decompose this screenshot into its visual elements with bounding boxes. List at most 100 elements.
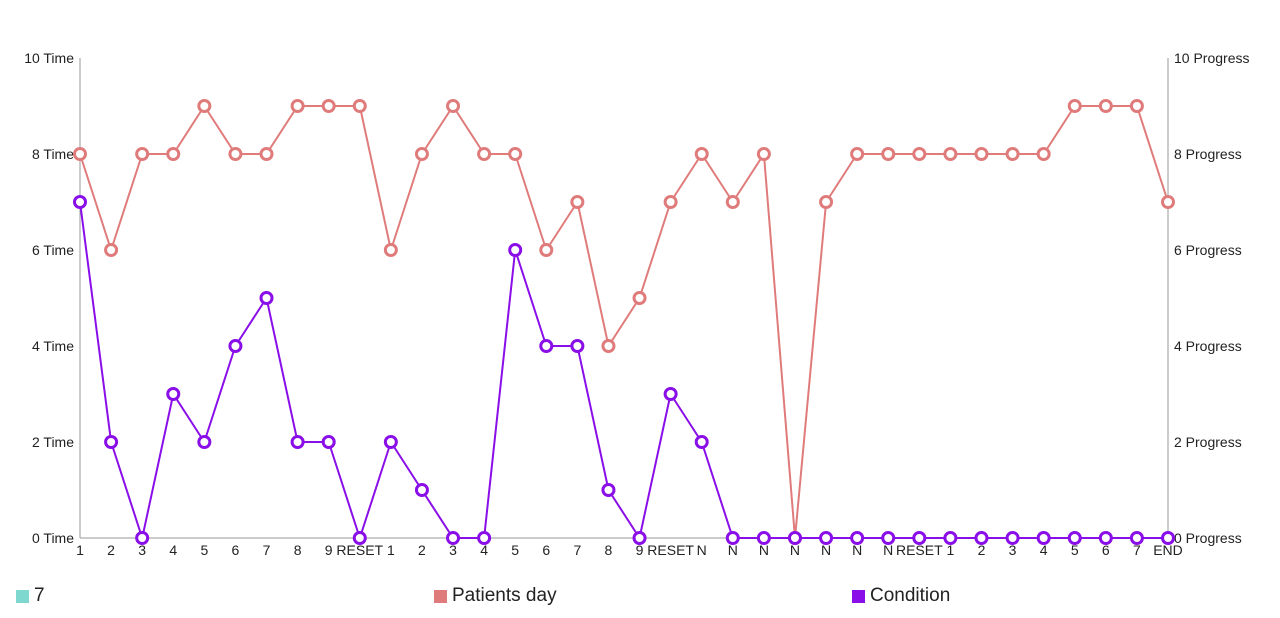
data-point-patients-day — [1161, 195, 1175, 209]
x-tick-label: END — [1153, 542, 1183, 558]
right-tick-label: 6 Progress — [1174, 242, 1242, 258]
x-tick-label: 8 — [605, 542, 613, 558]
data-point-patients-day — [974, 147, 989, 161]
series-line-patients-day — [79, 105, 1169, 539]
data-point-patients-day — [321, 99, 336, 113]
data-point-patients-day — [570, 195, 585, 209]
x-tick-label: 1 — [947, 542, 955, 558]
x-tick-label: 6 — [232, 542, 240, 558]
data-point-condition — [850, 531, 865, 545]
x-tick-label: 2 — [107, 542, 115, 558]
data-point-condition — [819, 531, 834, 545]
data-point-patients-day — [539, 243, 554, 257]
data-point-condition — [321, 435, 336, 449]
data-point-patients-day — [166, 147, 181, 161]
x-tick-label: RESET — [336, 542, 383, 558]
left-tick-label: 2 Time — [32, 434, 74, 450]
data-point-patients-day — [73, 147, 87, 161]
data-point-condition — [477, 531, 492, 545]
legend-swatch-condition — [852, 589, 865, 603]
right-tick-label: 10 Progress — [1174, 50, 1249, 66]
data-point-condition — [974, 531, 989, 545]
legend-label-extra: 7 — [34, 585, 45, 606]
data-point-patients-day — [881, 147, 896, 161]
data-point-patients-day — [383, 243, 398, 257]
x-tick-label: N — [883, 542, 893, 558]
right-tick-label: 2 Progress — [1174, 434, 1242, 450]
data-point-condition — [1161, 531, 1175, 545]
x-tick-label: N — [759, 542, 769, 558]
x-tick-label: N — [728, 542, 738, 558]
data-point-patients-day — [446, 99, 461, 113]
x-tick-label: 1 — [387, 542, 395, 558]
data-point-condition — [383, 435, 398, 449]
x-tick-label: 7 — [573, 542, 581, 558]
legend-label-condition: Condition — [870, 585, 951, 606]
data-point-patients-day — [104, 243, 119, 257]
left-tick-label: 0 Time — [32, 530, 74, 546]
data-point-patients-day — [912, 147, 927, 161]
left-tick-label: 8 Time — [32, 146, 74, 162]
data-point-patients-day — [1129, 99, 1144, 113]
data-point-patients-day — [197, 99, 212, 113]
legend-item-extra: 7 — [16, 584, 45, 608]
x-tick-label: 4 — [169, 542, 177, 558]
data-point-patients-day — [1036, 147, 1051, 161]
x-tick-label: 3 — [449, 542, 457, 558]
data-point-condition — [632, 531, 647, 545]
x-tick-label: N — [852, 542, 862, 558]
data-point-patients-day — [228, 147, 243, 161]
x-tick-label: 3 — [1009, 542, 1017, 558]
data-point-condition — [1129, 531, 1144, 545]
x-tick-label: 4 — [1040, 542, 1048, 558]
legend-swatch-patients-day — [434, 589, 447, 603]
x-tick-label: 2 — [418, 542, 426, 558]
x-tick-label: 5 — [1071, 542, 1079, 558]
legend-item-condition: Condition — [852, 584, 950, 608]
right-tick-label: 4 Progress — [1174, 338, 1242, 354]
data-point-condition — [1098, 531, 1113, 545]
data-point-condition — [1067, 531, 1082, 545]
data-point-condition — [259, 291, 274, 305]
data-point-condition — [756, 531, 771, 545]
data-point-condition — [166, 387, 181, 401]
data-point-patients-day — [477, 147, 492, 161]
data-point-condition — [228, 339, 243, 353]
x-tick-label: 6 — [542, 542, 550, 558]
series-line-condition — [79, 201, 1168, 539]
data-point-condition — [912, 531, 927, 545]
x-tick-label: 9 — [325, 542, 333, 558]
legend-label-patients-day: Patients day — [452, 585, 557, 606]
data-point-patients-day — [725, 195, 740, 209]
data-point-patients-day — [414, 147, 429, 161]
x-tick-label: 7 — [263, 542, 271, 558]
left-tick-label: 6 Time — [32, 242, 74, 258]
x-tick-label: 6 — [1102, 542, 1110, 558]
data-point-condition — [943, 531, 958, 545]
left-tick-label: 10 Time — [24, 50, 74, 66]
data-point-condition — [104, 435, 119, 449]
data-point-patients-day — [756, 147, 771, 161]
x-tick-label: N — [697, 542, 707, 558]
data-point-patients-day — [1005, 147, 1020, 161]
data-point-condition — [694, 435, 709, 449]
data-point-condition — [881, 531, 896, 545]
data-point-patients-day — [135, 147, 150, 161]
legend-item-patients-day: Patients day — [434, 584, 557, 608]
data-point-condition — [508, 243, 523, 257]
data-point-patients-day — [1067, 99, 1082, 113]
data-point-patients-day — [943, 147, 958, 161]
data-point-patients-day — [663, 195, 678, 209]
data-point-condition — [73, 195, 87, 209]
left-tick-label: 4 Time — [32, 338, 74, 354]
data-point-condition — [414, 483, 429, 497]
data-point-condition — [1036, 531, 1051, 545]
x-tick-label: 8 — [294, 542, 302, 558]
data-point-condition — [787, 531, 802, 545]
data-point-patients-day — [508, 147, 523, 161]
data-point-patients-day — [694, 147, 709, 161]
right-tick-label: 0 Progress — [1174, 530, 1242, 546]
data-point-condition — [290, 435, 305, 449]
x-tick-label: 5 — [200, 542, 208, 558]
